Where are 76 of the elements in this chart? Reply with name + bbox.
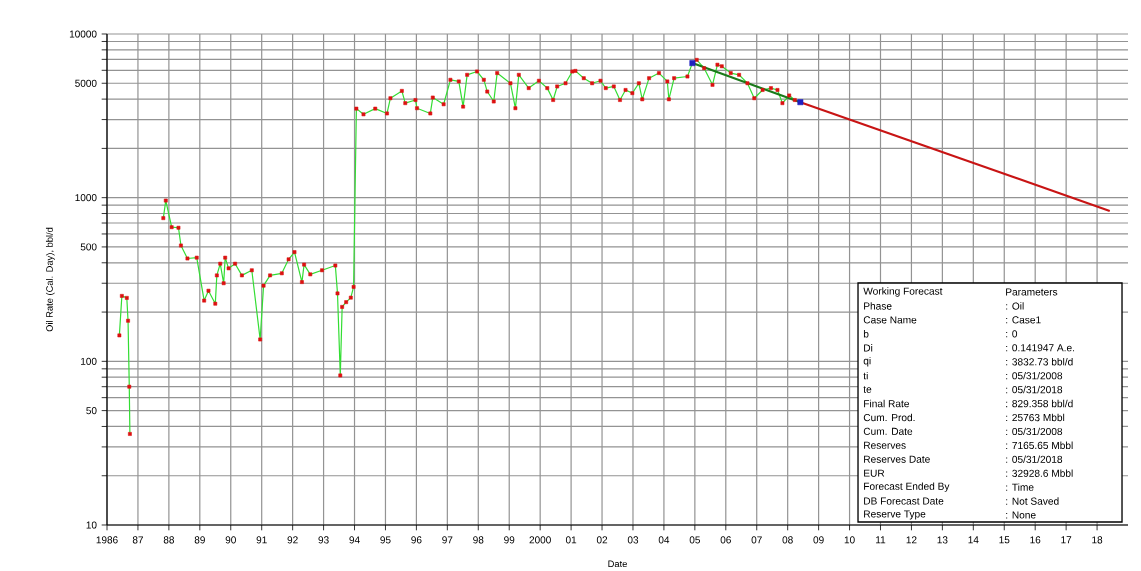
annotation: Reserves — [864, 441, 906, 449]
x-tick-label: 07 — [751, 536, 762, 544]
annotation: Case Name — [863, 316, 917, 324]
annotation: : 25763 Mbbl — [1006, 413, 1065, 422]
x-tick-label: 03 — [627, 536, 639, 544]
y-tick-label: 100 — [81, 357, 97, 365]
annotation: : 05/31/2008 — [1006, 427, 1063, 436]
y-tick-label: 50 — [86, 407, 97, 415]
annotation: : Oil — [1006, 302, 1024, 310]
x-tick-label: 96 — [411, 536, 422, 544]
annotation: Di — [864, 344, 873, 352]
x-tick-label: 92 — [287, 536, 298, 544]
x-tick-label: 10 — [844, 536, 855, 544]
annotation: Reserves Date — [864, 455, 930, 463]
y-tick-label: 1000 — [75, 194, 97, 202]
annotation: : 829.358 bbl/d — [1006, 399, 1073, 408]
x-tick-label: 09 — [813, 536, 824, 544]
annotation: te — [863, 386, 872, 393]
x-tick-label: 12 — [906, 536, 917, 544]
x-tick-label: 04 — [658, 536, 670, 544]
x-tick-label: 14 — [968, 536, 979, 544]
annotation: : Case1 — [1006, 316, 1041, 324]
x-tick-label: 90 — [225, 536, 236, 544]
annotation: qi — [863, 356, 871, 367]
annotation: : Time — [1006, 483, 1034, 491]
annotation: : 32928.6 Mbbl — [1006, 469, 1073, 477]
x-tick-label: 91 — [256, 536, 267, 544]
annotation: : None — [1006, 511, 1036, 519]
annotation: : 05/31/2018 — [1006, 385, 1063, 394]
annotation: : 0.141947 A.e. — [1006, 344, 1075, 352]
x-tick-label: 99 — [504, 536, 515, 544]
annotation: : 05/31/2018 — [1006, 455, 1063, 463]
x-tick-label: 02 — [596, 536, 608, 544]
x-tick-label: 2000 — [529, 536, 551, 544]
y-tick-label: 5000 — [75, 79, 97, 87]
x-tick-label: 89 — [194, 536, 205, 544]
annotation: b — [863, 330, 869, 338]
x-tick-label: 18 — [1092, 536, 1103, 544]
x-tick-label: 15 — [999, 536, 1010, 544]
x-tick-label: 98 — [473, 536, 484, 544]
x-tick-label: 11 — [876, 536, 886, 544]
annotation: Forecast Ended By — [864, 482, 950, 492]
annotation: Phase — [864, 302, 892, 310]
x-tick-label: 08 — [782, 536, 793, 544]
annotation: DB Forecast Date — [864, 497, 944, 505]
annotation: Parameters — [1006, 288, 1058, 296]
x-tick-label: 95 — [380, 536, 391, 544]
annotation: Working Forecast — [863, 287, 943, 297]
y-tick-label: 10000 — [69, 30, 97, 38]
x-tick-label: 16 — [1030, 536, 1041, 544]
y-tick-label: 500 — [80, 243, 97, 251]
y-axis-title: Oil Rate (Cal. Day), bbl/d — [45, 227, 55, 332]
annotation: : 7165.65 Mbbl — [1006, 441, 1073, 450]
x-tick-label: 88 — [163, 536, 174, 544]
x-tick-label: 93 — [318, 536, 329, 544]
x-tick-label: 05 — [689, 536, 700, 544]
x-tick-label: 87 — [132, 536, 143, 544]
y-tick-label: 10 — [86, 521, 97, 529]
x-tick-label: 94 — [349, 536, 360, 544]
x-tick-label: 17 — [1061, 536, 1072, 544]
x-tick-label: 06 — [720, 536, 731, 544]
annotation: : 3832.73 bbl/d — [1006, 357, 1073, 366]
x-tick-label: 13 — [937, 536, 948, 544]
x-axis-title: Date — [608, 560, 627, 568]
annotation: EUR — [864, 469, 885, 477]
annotation: : 0 — [1006, 330, 1018, 338]
annotation: Cum. Date — [863, 427, 913, 435]
x-tick-label: 97 — [442, 536, 453, 544]
annotation: : Not Saved — [1006, 497, 1059, 505]
x-tick-label: 1986 — [96, 536, 118, 544]
annotation: Final Rate — [864, 399, 909, 408]
annotation: : 05/31/2008 — [1006, 371, 1063, 380]
annotation: Reserve Type — [864, 510, 926, 520]
annotation: Cum. Prod. — [863, 413, 915, 422]
x-tick-label: 01 — [565, 536, 577, 544]
annotation: ti — [863, 371, 868, 380]
